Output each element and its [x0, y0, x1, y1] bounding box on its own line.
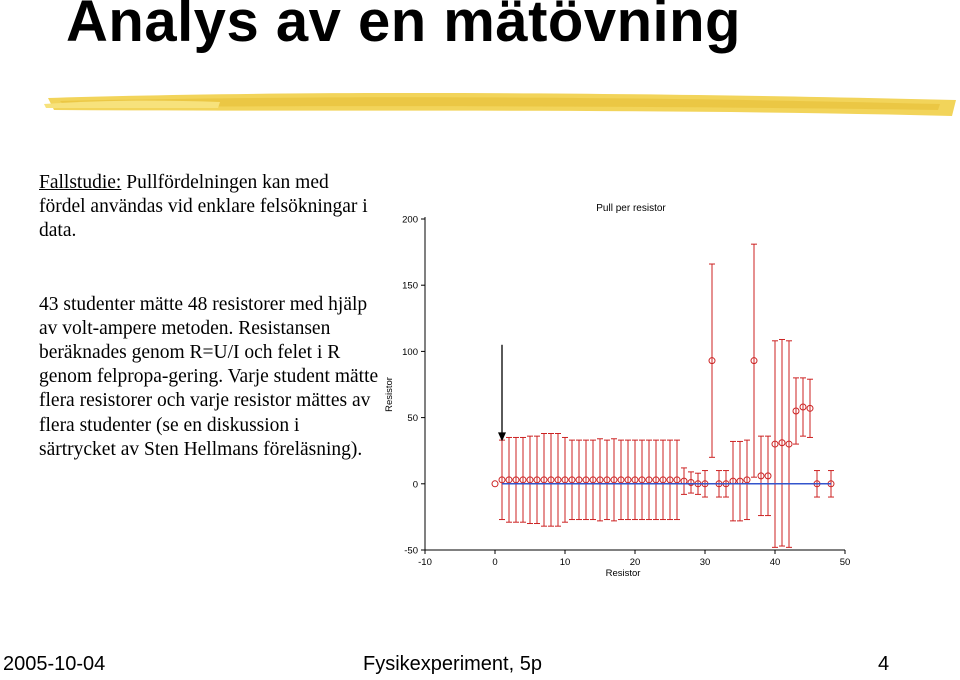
- data-point: [617, 476, 625, 484]
- data-point: [547, 476, 555, 484]
- data-point: [603, 476, 611, 484]
- data-point: [743, 476, 751, 484]
- data-point: [631, 476, 639, 484]
- data-point: [554, 476, 562, 484]
- x-tick-label: 40: [770, 557, 781, 568]
- data-point: [519, 476, 527, 484]
- y-tick-label: 50: [407, 413, 418, 424]
- data-point: [799, 403, 807, 411]
- data-point: [757, 472, 765, 480]
- data-point: [792, 407, 800, 415]
- y-axis-label: Resistor: [384, 377, 395, 412]
- data-point: [568, 476, 576, 484]
- y-tick-label: -50: [404, 546, 418, 557]
- y-tick-label: 0: [413, 479, 418, 490]
- x-tick-label: 30: [700, 557, 711, 568]
- method-paragraph: 43 studenter mätte 48 resistorer med hjä…: [39, 293, 379, 460]
- data-point: [750, 357, 758, 365]
- data-point: [806, 404, 814, 412]
- x-tick-label: 10: [560, 557, 571, 568]
- data-point: [596, 476, 604, 484]
- data-point: [778, 439, 786, 447]
- data-point: [533, 476, 541, 484]
- x-tick-label: -10: [418, 557, 432, 568]
- data-point: [708, 357, 716, 365]
- case-study-paragraph: Fallstudie: Pullfördelningen kan med för…: [39, 171, 379, 244]
- chart-background: [381, 192, 865, 584]
- pull-chart: Pull per resistor 200 150 100 50 0 -50 -10 0 10 20…: [381, 192, 865, 589]
- y-tick-label: 100: [402, 347, 418, 358]
- x-tick-label: 50: [840, 557, 851, 568]
- footer-course: Fysikexperiment, 5p: [363, 653, 542, 675]
- data-point: [764, 472, 772, 480]
- data-point: [575, 476, 583, 484]
- slide-body: Fallstudie: Pullfördelningen kan med för…: [39, 171, 379, 462]
- data-point: [785, 440, 793, 448]
- case-study-label: Fallstudie:: [39, 172, 122, 193]
- footer-date: 2005-10-04: [3, 653, 106, 675]
- pull-chart-svg: Pull per resistor 200 150 100 50 0 -50-10 0 10 20…: [381, 192, 865, 584]
- data-point: [561, 476, 569, 484]
- data-point: [771, 440, 779, 448]
- arrow-head: [498, 432, 506, 442]
- data-point: [652, 476, 660, 484]
- data-point: [498, 476, 506, 484]
- chart-title: Pull per resistor: [596, 203, 666, 214]
- data-point: [687, 478, 695, 486]
- data-point: [610, 476, 618, 484]
- data-point: [666, 476, 674, 484]
- case-study-text: Pullfördelningen kan med fördel användas…: [39, 172, 368, 242]
- x-axis-label: Resistor: [606, 568, 641, 579]
- data-point: [624, 476, 632, 484]
- x-tick-label: 20: [630, 557, 641, 568]
- data-point: [582, 476, 590, 484]
- y-tick-label: 150: [402, 281, 418, 292]
- slide-title: Analys av en mätövning: [66, 0, 741, 54]
- data-point: [645, 476, 653, 484]
- y-tick-label: 200: [402, 215, 418, 226]
- data-point: [526, 476, 534, 484]
- data-point: [589, 476, 597, 484]
- x-tick-label: 0: [492, 557, 497, 568]
- data-point: [673, 476, 681, 484]
- data-point: [505, 476, 513, 484]
- data-point: [540, 476, 548, 484]
- data-point: [491, 480, 499, 488]
- title-underline-brush: [44, 93, 956, 116]
- footer-page-number: 4: [878, 653, 890, 675]
- data-point: [512, 476, 520, 484]
- data-point: [638, 476, 646, 484]
- data-point: [659, 476, 667, 484]
